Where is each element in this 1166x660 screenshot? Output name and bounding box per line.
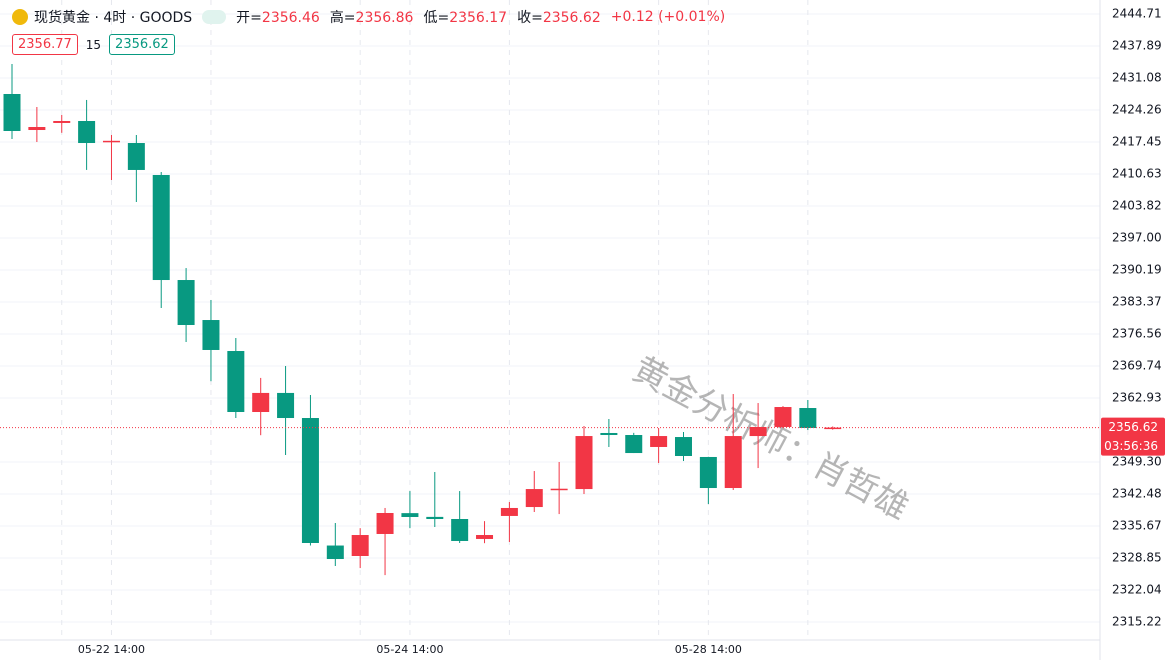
candle-body — [152, 174, 170, 281]
y-tick-label: 2342.48 — [1112, 486, 1162, 500]
candle-body — [78, 120, 96, 144]
candle-body — [301, 418, 319, 543]
candle-body — [500, 507, 518, 516]
candle-body — [550, 488, 568, 491]
candle-body — [674, 437, 692, 456]
ohlc-value: 2356.46 — [261, 10, 320, 26]
ohlc-value: 2356.17 — [449, 10, 508, 26]
candle-body — [376, 512, 394, 534]
y-tick-label: 2383.37 — [1112, 294, 1162, 308]
ask-box[interactable]: 2356.62 — [109, 34, 175, 55]
legend-header: 现货黄金 · 4时 · GOODS 开=2356.46 高=2356.86 低=… — [12, 7, 729, 27]
candle-body — [102, 140, 120, 143]
eye-toggle[interactable] — [202, 10, 227, 24]
candle-body — [625, 435, 643, 454]
y-tick-label: 2410.63 — [1112, 167, 1162, 181]
candle-body — [326, 545, 344, 560]
countdown: 03:56:36 — [1104, 439, 1158, 453]
candle-body — [749, 426, 767, 437]
candle-body — [227, 351, 245, 413]
candle-body — [724, 436, 742, 489]
candle-body — [177, 280, 195, 326]
candle-body — [351, 535, 369, 557]
ohlc-label: 低= — [423, 10, 450, 26]
y-tick-label: 2431.08 — [1112, 70, 1162, 84]
candle-body — [426, 516, 444, 520]
candle-body — [202, 320, 220, 350]
y-tick-label: 2335.67 — [1112, 518, 1162, 532]
ohlc-label: 开= — [236, 10, 262, 26]
ohlc-value: 2356.62 — [542, 10, 601, 26]
candle-body — [650, 436, 668, 447]
candle-body — [699, 456, 717, 489]
y-tick-label: 2322.04 — [1112, 582, 1162, 596]
y-tick-label: 2424.26 — [1112, 103, 1162, 117]
y-tick-label: 2437.89 — [1112, 39, 1162, 53]
candle-body — [799, 408, 817, 429]
y-tick-label: 2328.85 — [1112, 550, 1162, 564]
y-tick-label: 2390.19 — [1112, 262, 1162, 276]
candle-body — [277, 392, 295, 419]
spread: 15 — [85, 37, 102, 52]
symbol[interactable]: 现货黄金 · 4时 · GOODS — [34, 10, 193, 26]
y-tick-label: 2397.00 — [1112, 230, 1162, 244]
candle-body — [525, 489, 543, 508]
ohlc-label: 高= — [329, 10, 356, 26]
x-tick-label: 05-24 14:00 — [376, 643, 443, 656]
symbol-icon — [12, 9, 28, 25]
candle-body — [28, 127, 46, 131]
change: +0.12 (+0.01%) — [610, 9, 726, 25]
y-tick-label: 2315.22 — [1112, 614, 1162, 628]
y-tick-label: 2376.56 — [1112, 326, 1162, 340]
y-tick-label: 2417.45 — [1112, 134, 1162, 148]
candle-body — [127, 143, 145, 170]
watermark: 黄金分析师：肖哲雄 — [626, 349, 915, 528]
candle-body — [476, 535, 494, 539]
candle-body — [600, 432, 618, 436]
quote-row: 2356.77 15 2356.62 — [12, 34, 175, 55]
candle-body — [451, 519, 469, 541]
y-tick-label: 2362.93 — [1112, 390, 1162, 404]
bid-box[interactable]: 2356.77 — [12, 34, 78, 55]
candle-body — [401, 513, 419, 517]
y-tick-label: 2444.71 — [1112, 6, 1162, 20]
price-label-box — [1101, 417, 1165, 456]
x-tick-label: 05-28 14:00 — [675, 643, 742, 656]
candle-body — [824, 427, 842, 430]
candle-body — [252, 392, 270, 413]
candle-body — [774, 407, 792, 427]
y-tick-label: 2349.30 — [1112, 454, 1162, 468]
y-tick-label: 2403.82 — [1112, 198, 1162, 212]
candle-body — [53, 120, 71, 123]
y-tick-label: 2369.74 — [1112, 358, 1162, 372]
x-tick-label: 05-22 14:00 — [78, 643, 145, 656]
ohlc-label: 收= — [517, 10, 543, 26]
candle-body — [3, 93, 21, 131]
last-price-label: 2356.62 — [1108, 420, 1158, 434]
candle-body — [575, 436, 593, 490]
ohlc-value: 2356.86 — [355, 10, 414, 26]
